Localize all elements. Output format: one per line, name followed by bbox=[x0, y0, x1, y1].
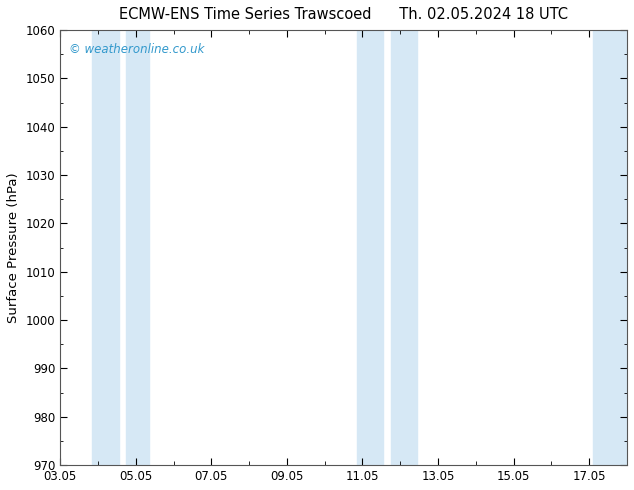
Bar bbox=[92, 30, 119, 465]
Bar bbox=[357, 30, 384, 465]
Y-axis label: Surface Pressure (hPa): Surface Pressure (hPa) bbox=[7, 172, 20, 323]
Title: ECMW-ENS Time Series Trawscoed      Th. 02.05.2024 18 UTC: ECMW-ENS Time Series Trawscoed Th. 02.05… bbox=[119, 7, 568, 22]
Text: © weatheronline.co.uk: © weatheronline.co.uk bbox=[68, 43, 204, 56]
Bar bbox=[593, 30, 627, 465]
Bar bbox=[391, 30, 417, 465]
Bar bbox=[126, 30, 149, 465]
